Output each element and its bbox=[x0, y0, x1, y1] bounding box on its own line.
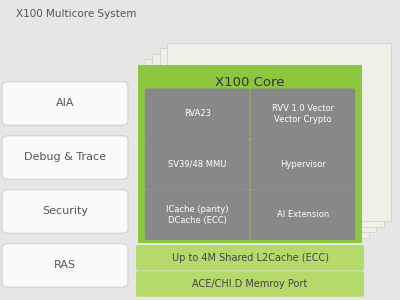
FancyBboxPatch shape bbox=[145, 88, 250, 139]
Text: Security: Security bbox=[42, 206, 88, 217]
Text: RAS: RAS bbox=[54, 260, 76, 271]
FancyBboxPatch shape bbox=[250, 190, 355, 240]
Text: RVV 1.0 Vector
Vector Crypto: RVV 1.0 Vector Vector Crypto bbox=[272, 104, 334, 124]
FancyBboxPatch shape bbox=[145, 59, 369, 238]
Text: Up to 4M Shared L2Cache (ECC): Up to 4M Shared L2Cache (ECC) bbox=[172, 253, 328, 263]
Text: X100 Core: X100 Core bbox=[215, 76, 285, 89]
Text: ICache (parity)
DCache (ECC): ICache (parity) DCache (ECC) bbox=[166, 205, 228, 225]
FancyBboxPatch shape bbox=[145, 190, 250, 240]
FancyBboxPatch shape bbox=[2, 82, 128, 125]
Text: Debug & Trace: Debug & Trace bbox=[24, 152, 106, 163]
Text: ACE/CHI.D Memroy Port: ACE/CHI.D Memroy Port bbox=[192, 279, 308, 289]
FancyBboxPatch shape bbox=[152, 54, 376, 232]
Text: Hypervisor: Hypervisor bbox=[280, 160, 326, 169]
FancyBboxPatch shape bbox=[136, 245, 364, 271]
Text: SV39/48 MMU: SV39/48 MMU bbox=[168, 160, 226, 169]
Text: AIA: AIA bbox=[56, 98, 74, 109]
FancyBboxPatch shape bbox=[167, 43, 391, 221]
FancyBboxPatch shape bbox=[250, 139, 355, 190]
FancyBboxPatch shape bbox=[138, 64, 362, 243]
FancyBboxPatch shape bbox=[250, 88, 355, 139]
Text: X100 Multicore System: X100 Multicore System bbox=[16, 9, 136, 19]
FancyBboxPatch shape bbox=[160, 48, 384, 227]
FancyBboxPatch shape bbox=[2, 190, 128, 233]
FancyBboxPatch shape bbox=[136, 271, 364, 297]
FancyBboxPatch shape bbox=[145, 139, 250, 190]
Text: RVA23: RVA23 bbox=[184, 109, 211, 118]
FancyBboxPatch shape bbox=[2, 136, 128, 179]
Text: AI Extension: AI Extension bbox=[277, 210, 329, 219]
FancyBboxPatch shape bbox=[2, 244, 128, 287]
